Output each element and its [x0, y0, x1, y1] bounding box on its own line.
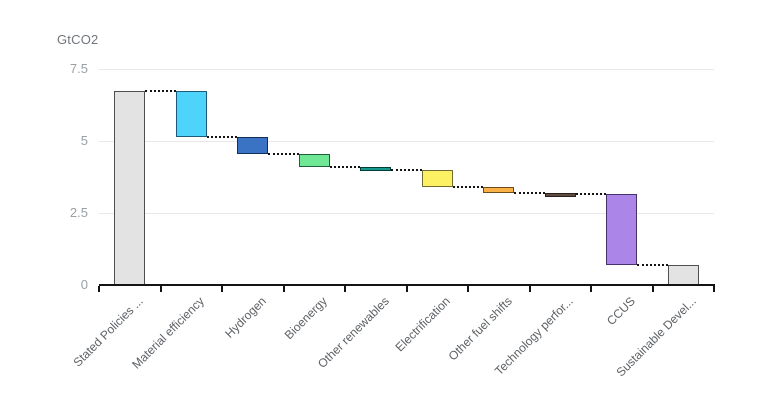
- chart-bar-material-efficiency: [175, 90, 207, 137]
- x-axis-tick: [528, 286, 531, 292]
- chart-bar-technology-perfor: [544, 192, 576, 197]
- chart-bar-other-renewables: [360, 166, 392, 171]
- x-axis-tick: [282, 286, 285, 292]
- y-axis-tick-label: 7.5: [69, 61, 88, 76]
- y-axis-tick-label: 5: [80, 133, 88, 148]
- x-axis-tick: [467, 286, 469, 292]
- waterfall-connector: [145, 89, 176, 92]
- gridline: [99, 212, 714, 214]
- x-axis-tick: [221, 286, 223, 292]
- x-axis-category-label: Stated Policies ...: [70, 294, 146, 370]
- x-axis-tick: [405, 286, 408, 292]
- y-axis-tick-label: 0: [80, 277, 88, 292]
- waterfall-connector: [391, 168, 422, 171]
- y-axis-unit-label: GtCO2: [57, 32, 99, 47]
- chart-bar-bioenergy: [298, 153, 330, 167]
- chart-bar-sustainable-devel: [667, 264, 699, 285]
- waterfall-connector: [637, 263, 668, 266]
- x-axis-tick: [159, 286, 162, 292]
- waterfall-connector: [268, 152, 299, 155]
- waterfall-connector: [206, 135, 238, 138]
- gridline: [99, 140, 714, 142]
- waterfall-connector: [329, 165, 361, 168]
- chart-bar-stated-policies: [114, 90, 146, 285]
- waterfall-connector: [575, 193, 607, 196]
- y-axis-tick-label: 2.5: [69, 205, 88, 220]
- chart-bar-other-fuel-shifts: [483, 187, 515, 193]
- chart-bar-electrification: [421, 169, 453, 188]
- chart-bar-hydrogen: [237, 136, 269, 154]
- x-axis-tick: [344, 286, 346, 292]
- x-axis-line: [99, 284, 715, 286]
- x-axis-tick: [651, 286, 654, 292]
- x-axis-tick: [713, 286, 715, 292]
- waterfall-connector: [514, 191, 545, 194]
- waterfall-connector: [452, 186, 484, 189]
- gridline: [99, 68, 714, 70]
- x-axis-tick: [98, 286, 100, 292]
- chart-bar-ccus: [606, 194, 638, 265]
- x-axis-tick: [590, 286, 592, 292]
